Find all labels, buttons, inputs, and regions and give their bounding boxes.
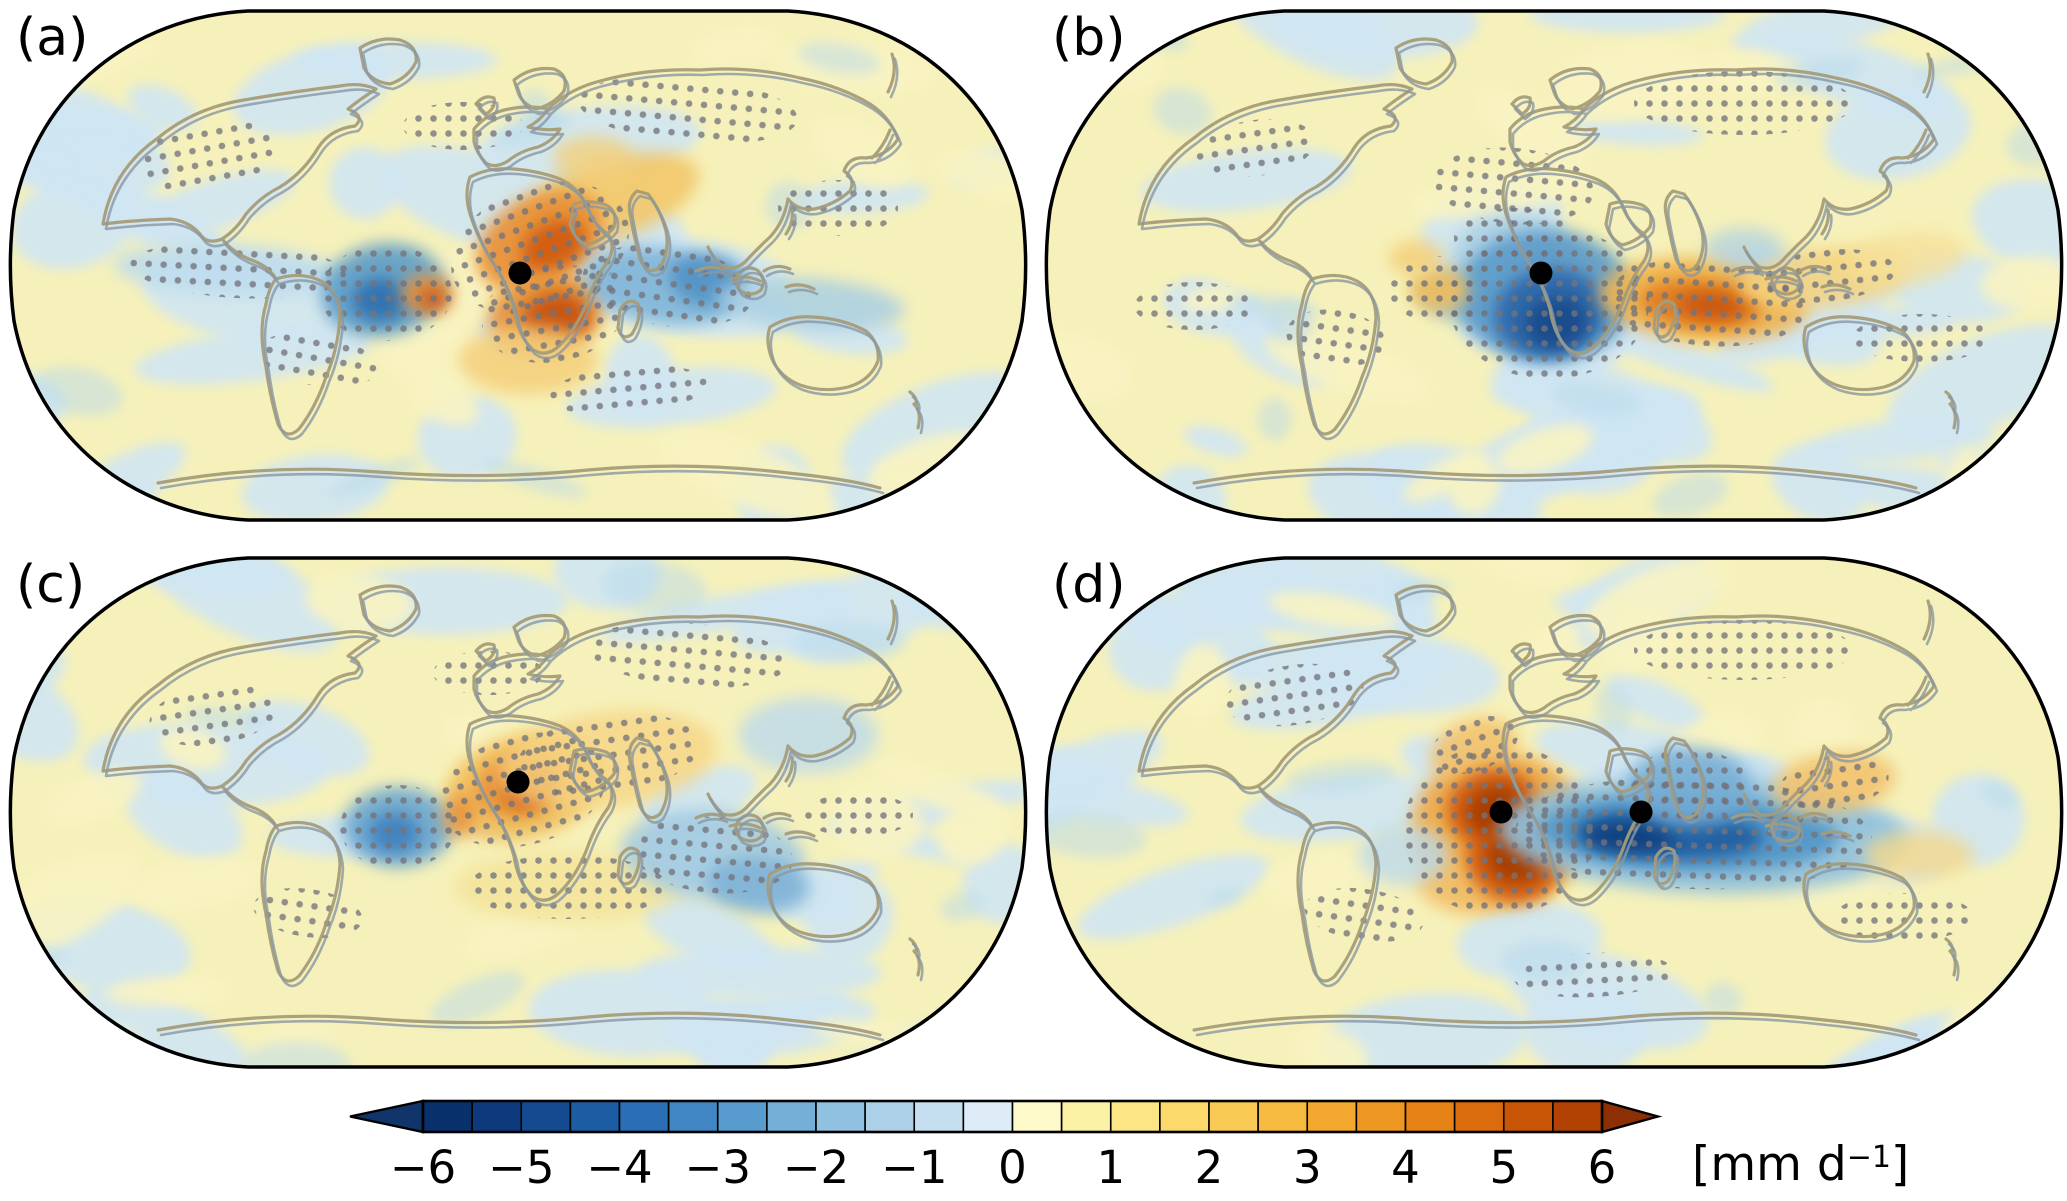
map-content — [1046, 11, 2062, 520]
colorbar-left-arrow — [349, 1099, 425, 1134]
colorbar-segment — [471, 1100, 523, 1133]
map-c — [8, 556, 1028, 1069]
colorbar-segment — [1453, 1100, 1505, 1133]
colorbar-segment — [1109, 1100, 1161, 1133]
location-marker-dot — [508, 261, 532, 285]
colorbar-tick-label: 1 — [1096, 1141, 1125, 1194]
map-outline — [8, 9, 1028, 522]
colorbar: −6 −5 −4 −3 −2 −1 0 1 2 3 4 5 6 — [0, 1085, 2067, 1201]
colorbar-tick-label: 2 — [1195, 1141, 1224, 1194]
map-panel-c: (c) — [8, 555, 1028, 1070]
coastlines-olive — [1137, 37, 1957, 490]
colorbar-segment — [864, 1100, 916, 1133]
colorbar-tick-label: 4 — [1391, 1141, 1420, 1194]
map-outline — [1044, 9, 2064, 522]
colorbar-svg: −6 −5 −4 −3 −2 −1 0 1 2 3 4 5 6 — [349, 1099, 1663, 1194]
colorbar-segment — [1060, 1100, 1112, 1133]
coastlines-gray — [104, 42, 924, 495]
coastlines-gray — [1140, 589, 1960, 1042]
colorbar-segment — [667, 1100, 719, 1133]
colorbar-segment — [1159, 1100, 1210, 1133]
location-marker-dot — [1629, 800, 1653, 824]
colorbar-tick-label: −5 — [488, 1141, 554, 1194]
map-outline — [8, 556, 1028, 1069]
colorbar-segment — [1257, 1100, 1309, 1133]
colorbar-segment — [1404, 1100, 1456, 1133]
colorbar-tick-label: −6 — [390, 1141, 456, 1194]
panel-label-b: (b) — [1052, 8, 1126, 68]
colorbar-frame — [421, 1099, 1604, 1134]
map-panel-d: (d) — [1044, 555, 2064, 1070]
map-content — [10, 11, 1026, 520]
colorbar-unit-label: [mm d−1] — [1692, 1128, 1909, 1192]
coastlines-gray — [104, 589, 924, 1042]
location-marker-dot — [1529, 261, 1553, 285]
location-marker-dot — [506, 770, 530, 794]
unit-suffix: ] — [1890, 1137, 1910, 1192]
panel-label-d: (d) — [1052, 555, 1126, 615]
colorbar-segment — [716, 1100, 768, 1133]
colorbar-tick-label: 5 — [1489, 1141, 1518, 1194]
colorbar-tick-label: −2 — [783, 1141, 849, 1194]
colorbar-segment — [962, 1100, 1014, 1133]
map-outline — [1044, 556, 2064, 1069]
panel-label-c: (c) — [16, 555, 86, 615]
unit-prefix: [mm d — [1692, 1137, 1847, 1192]
unit-superscript: −1 — [1846, 1140, 1891, 1175]
colorbar-tick-label: 0 — [998, 1141, 1027, 1194]
colorbar-tick-label: −1 — [881, 1141, 947, 1194]
colorbar-segment — [1011, 1100, 1063, 1133]
coastlines-gray — [1140, 42, 1960, 495]
colorbar-tick-label: −4 — [586, 1141, 652, 1194]
colorbar-tick-label: 6 — [1588, 1141, 1617, 1194]
colorbar-segment — [913, 1100, 965, 1133]
map-content — [10, 558, 1026, 1067]
colorbar-segment — [1208, 1100, 1259, 1133]
colorbar-tick-label: −3 — [685, 1141, 751, 1194]
colorbar-segment — [1306, 1100, 1358, 1133]
panel-label-a: (a) — [16, 8, 89, 68]
colorbar-right-arrow — [1600, 1099, 1663, 1134]
coastlines-olive — [101, 37, 921, 490]
colorbar-segment — [422, 1100, 473, 1133]
map-panel-a: (a) — [8, 8, 1028, 523]
colorbar-segment — [569, 1100, 621, 1133]
colorbar-segment — [520, 1100, 572, 1133]
colorbar-segment — [815, 1100, 866, 1133]
map-a — [8, 9, 1028, 522]
map-b — [1044, 9, 2064, 522]
coastlines-olive — [101, 584, 921, 1037]
colorbar-segment — [766, 1100, 817, 1133]
coastlines-olive — [1137, 584, 1957, 1037]
location-marker-dot — [1489, 800, 1513, 824]
colorbar-tick-label: 3 — [1293, 1141, 1322, 1194]
map-d — [1044, 556, 2064, 1069]
colorbar-segment — [1552, 1100, 1603, 1133]
map-content — [1046, 558, 2062, 1067]
map-panel-b: (b) — [1044, 8, 2064, 523]
colorbar-segment — [1502, 1100, 1554, 1133]
colorbar-segment — [1355, 1100, 1407, 1133]
colorbar-segment — [618, 1100, 670, 1133]
